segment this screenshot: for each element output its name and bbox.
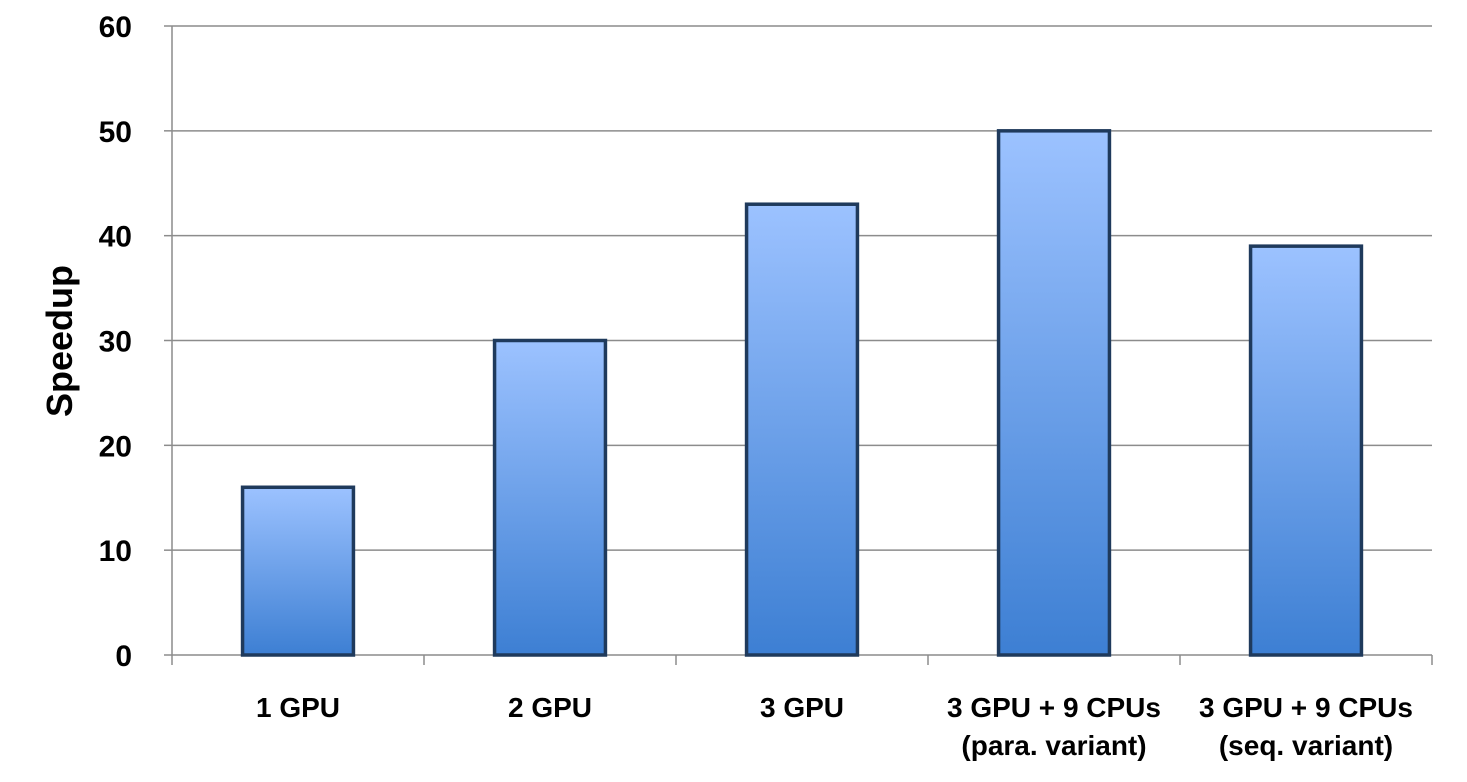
y-axis-title: Speedup: [39, 265, 80, 417]
y-tick-label: 30: [99, 326, 132, 359]
bar-3: [744, 202, 860, 657]
bar-5: [1248, 244, 1364, 657]
x-category-label: 3 GPU: [760, 692, 844, 723]
x-category-label: 2 GPU: [508, 692, 592, 723]
bar-1: [240, 485, 356, 657]
x-category-label: 1 GPU: [256, 692, 340, 723]
y-tick-label: 40: [99, 221, 132, 254]
x-category-label: (seq. variant): [1219, 730, 1393, 761]
x-category-label: 3 GPU + 9 CPUs: [947, 692, 1161, 723]
bar-2: [492, 338, 608, 657]
y-tick-label: 10: [99, 535, 132, 568]
x-category-label: (para. variant): [961, 730, 1146, 761]
labels: 0 10 20 30 40 50 60 1 GPU 2 GPU 3 GPU 3 GPU + 9 CP…: [99, 11, 1413, 761]
bars: [240, 129, 1364, 657]
y-tick-label: 60: [99, 11, 132, 44]
y-tick-label: 20: [99, 430, 132, 463]
y-tick-label: 50: [99, 116, 132, 149]
x-category-label: 3 GPU + 9 CPUs: [1199, 692, 1413, 723]
bar-4: [996, 129, 1112, 657]
y-tick-label: 0: [115, 640, 132, 673]
